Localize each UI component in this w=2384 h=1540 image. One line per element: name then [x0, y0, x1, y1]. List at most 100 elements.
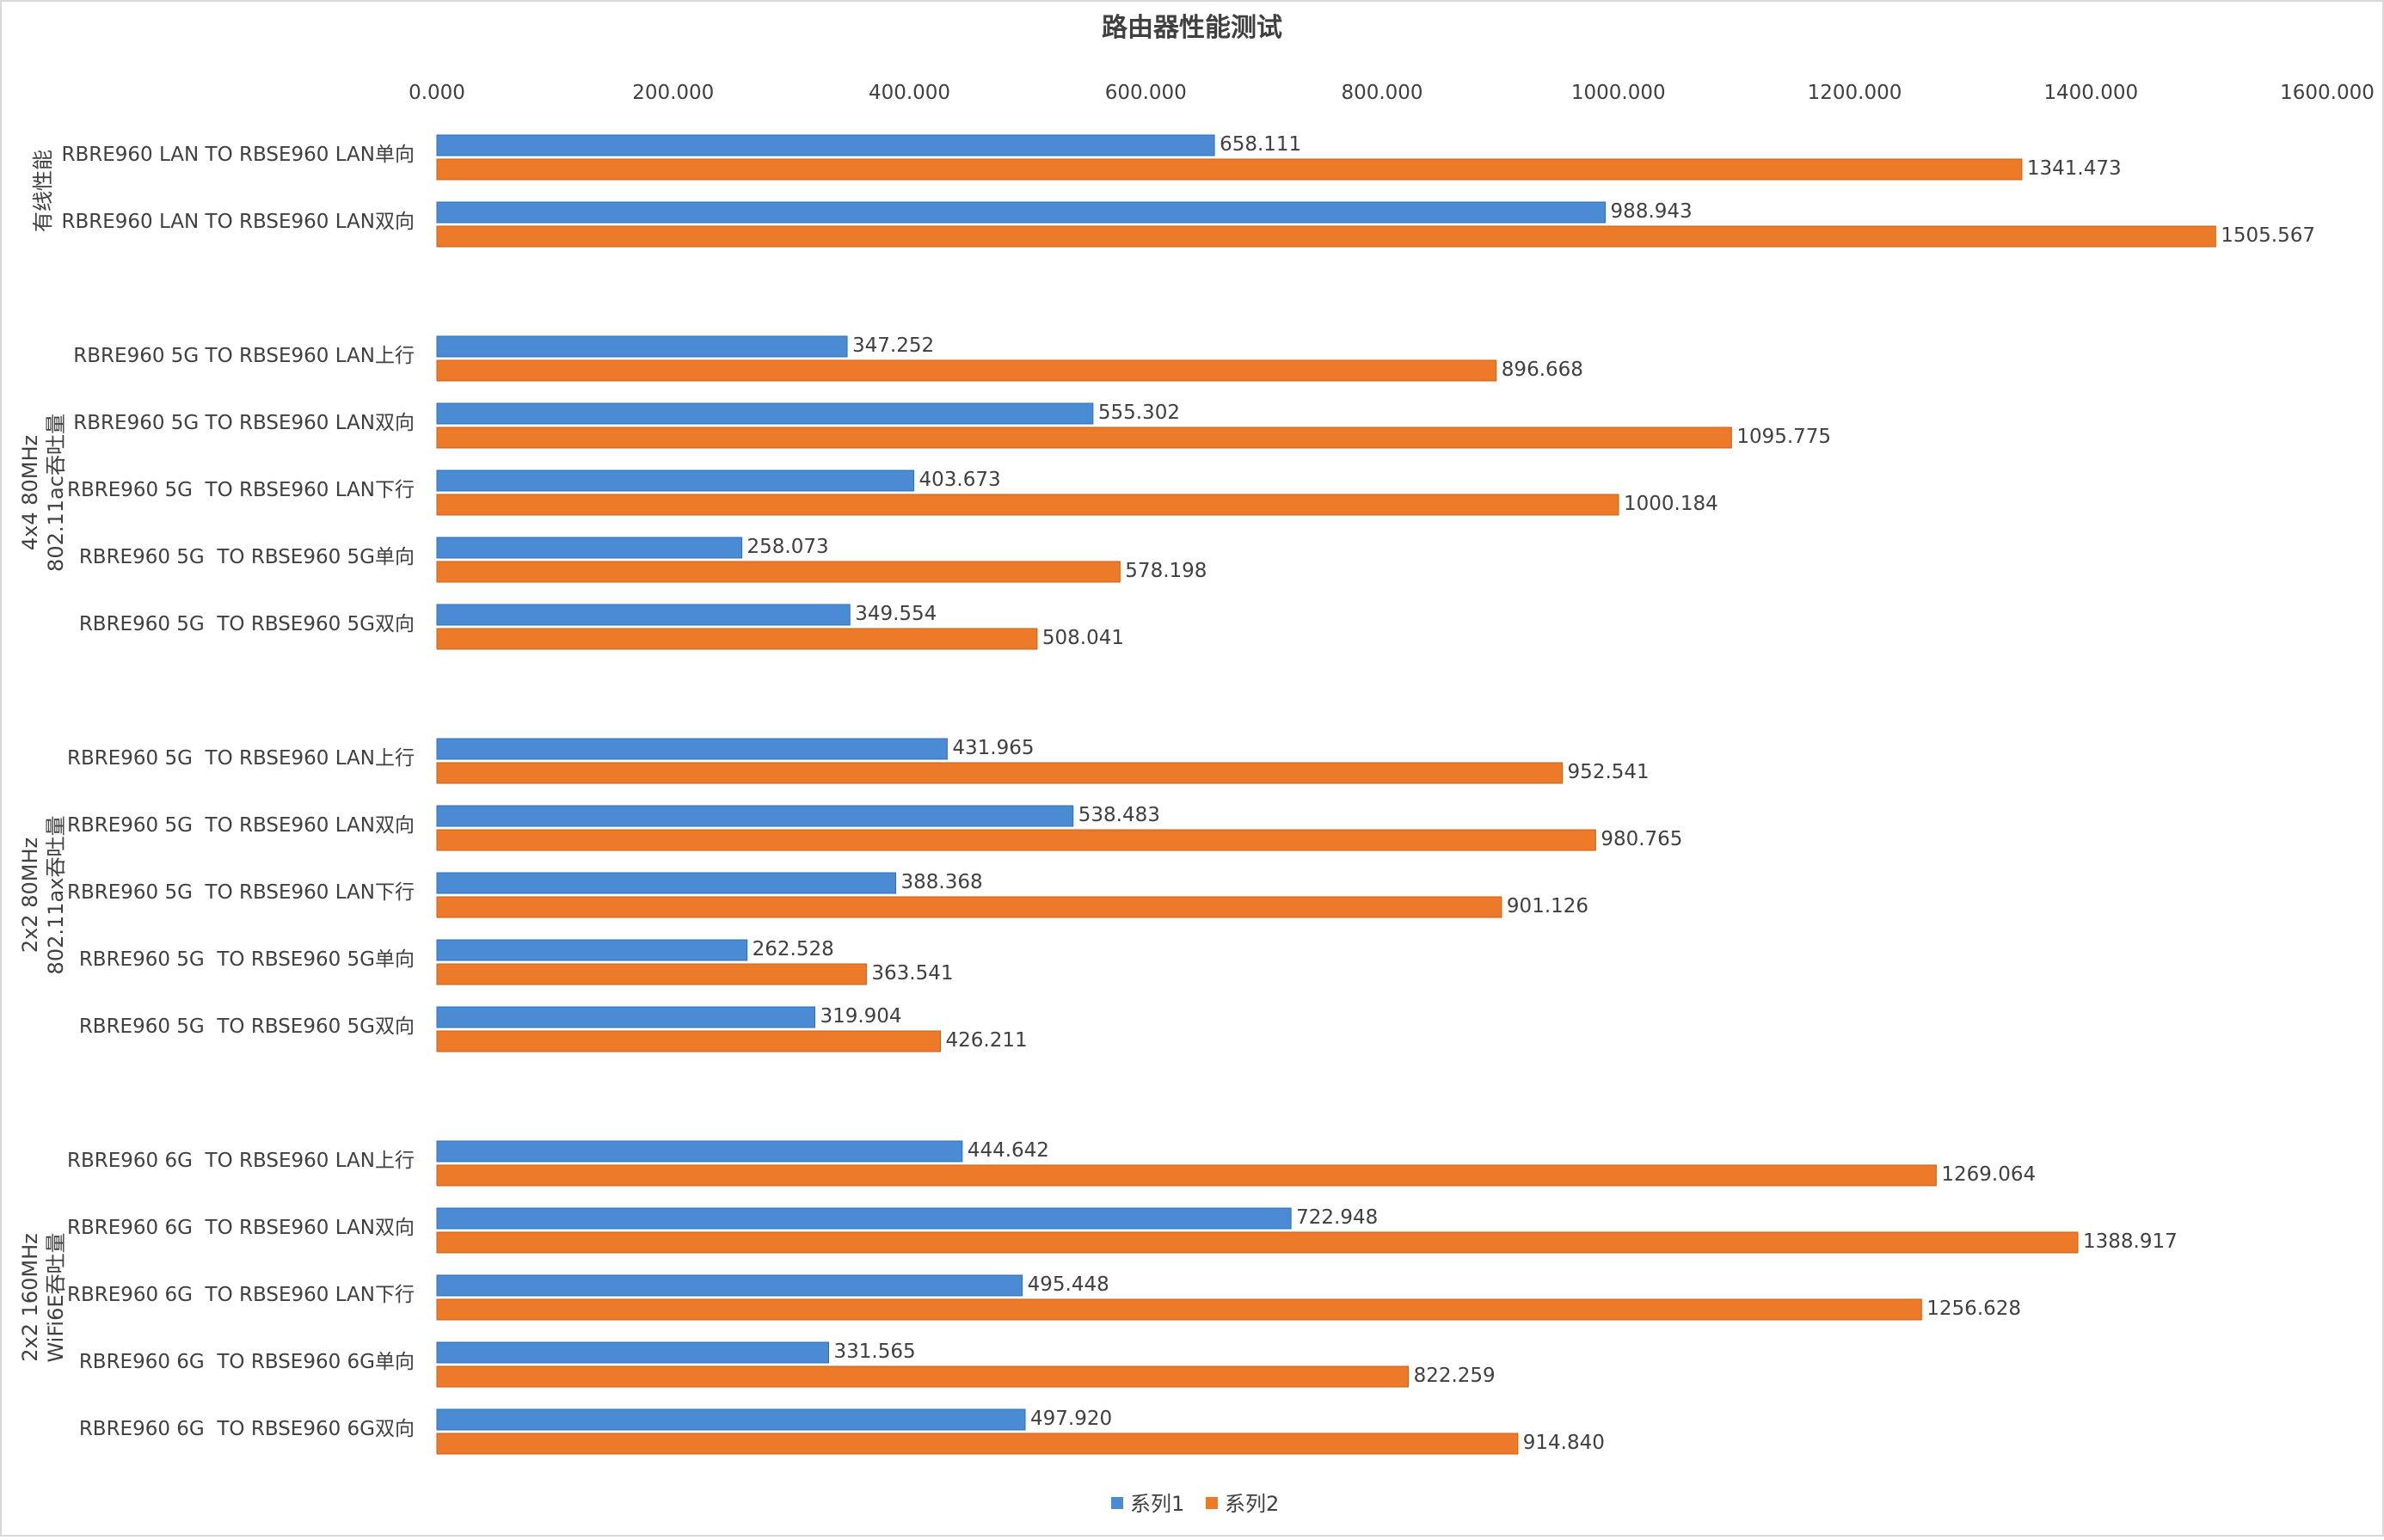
legend-label: 系列2: [1225, 1492, 1279, 1516]
bar-series1: [436, 1408, 1026, 1431]
bar-series1: [436, 738, 948, 760]
bar-series1: [436, 1006, 815, 1028]
category-group: RBRE960 6G TO RBSE960 LAN上行 444.642 1269.0…: [18, 1139, 2178, 1455]
data-label-series1: 388.368: [901, 871, 983, 893]
bar-series1: [436, 134, 1215, 156]
category-label: RBRE960 6G TO RBSE960 6G单向: [79, 1351, 415, 1373]
bar-series1: [436, 1274, 1023, 1297]
bar-series2: [436, 762, 1564, 784]
bar-series1: [436, 469, 915, 492]
bar-series2: [436, 561, 1121, 583]
group-label: 802.11ax吞吐量: [44, 816, 68, 975]
bar-series1: [436, 402, 1094, 425]
bar-series1: [436, 1341, 829, 1364]
data-label-series2: 508.041: [1042, 627, 1124, 649]
category-label: RBRE960 6G TO RBSE960 LAN双向: [67, 1217, 415, 1239]
data-label-series1: 349.554: [855, 603, 937, 625]
legend-item: 系列2: [1206, 1492, 1279, 1516]
bar-series1: [436, 335, 848, 358]
category-label: RBRE960 5G TO RBSE960 LAN双向: [67, 814, 415, 837]
legend-swatch: [1206, 1497, 1218, 1509]
data-label-series2: 914.840: [1523, 1432, 1605, 1454]
legend-swatch: [1111, 1497, 1123, 1509]
data-label-series1: 431.965: [952, 737, 1034, 759]
group-label: 有线性能: [31, 150, 55, 232]
x-tick-label: 800.000: [1341, 82, 1422, 104]
x-tick-label: 400.000: [869, 82, 950, 104]
category-label: RBRE960 LAN TO RBSE960 LAN双向: [61, 211, 415, 233]
data-label-series2: 1256.628: [1926, 1298, 2021, 1320]
category-label: RBRE960 5G TO RBSE960 5G双向: [79, 613, 415, 635]
data-label-series1: 538.483: [1078, 804, 1160, 826]
group-label: 2x2 160MHz: [18, 1233, 42, 1362]
data-label-series2: 1341.473: [2027, 157, 2122, 180]
legend: 系列1 系列2: [1111, 1492, 1279, 1516]
data-label-series1: 331.565: [833, 1341, 915, 1363]
data-label-series1: 495.448: [1028, 1273, 1109, 1296]
group-label: 4x4 80MHz: [18, 435, 42, 550]
data-label-series2: 1000.184: [1624, 493, 1718, 515]
category-label: RBRE960 5G TO RBSE960 LAN下行: [67, 479, 415, 501]
bar-series1: [436, 805, 1074, 827]
bar-series2: [436, 1298, 1922, 1321]
x-tick-label: 0.000: [409, 82, 465, 104]
category-label: RBRE960 6G TO RBSE960 LAN下行: [67, 1284, 415, 1306]
category-label: RBRE960 6G TO RBSE960 LAN上行: [67, 1150, 415, 1172]
bar-series2: [436, 896, 1502, 918]
bar-series2: [436, 1231, 2079, 1254]
bar-series2: [436, 963, 867, 985]
data-label-series1: 988.943: [1611, 200, 1693, 223]
data-label-series1: 658.111: [1220, 133, 1301, 156]
bar-series2: [436, 829, 1596, 851]
category-group: RBRE960 LAN TO RBSE960 LAN单向 658.111 1341.…: [31, 133, 2315, 248]
bar-series2: [436, 426, 1732, 449]
data-label-series2: 822.259: [1414, 1365, 1496, 1387]
x-tick-label: 1000.000: [1571, 82, 1666, 104]
chart-title: 路由器性能测试: [1102, 13, 1282, 43]
data-label-series2: 980.765: [1601, 828, 1682, 850]
plot-area: RBRE960 LAN TO RBSE960 LAN单向 658.111 1341.…: [18, 133, 2315, 1455]
data-label-series1: 555.302: [1098, 402, 1180, 424]
data-label-series1: 497.920: [1030, 1408, 1112, 1430]
bar-series2: [436, 1030, 942, 1052]
data-label-series1: 403.673: [919, 469, 1001, 491]
bar-series1: [436, 201, 1607, 224]
group-label: 2x2 80MHz: [18, 837, 42, 953]
category-label: RBRE960 5G TO RBSE960 5G双向: [79, 1015, 415, 1038]
x-tick-label: 1200.000: [1808, 82, 1902, 104]
data-label-series1: 347.252: [852, 334, 934, 357]
x-tick-label: 1600.000: [2280, 82, 2375, 104]
bar-series2: [436, 359, 1497, 382]
bar-series1: [436, 872, 897, 894]
legend-item: 系列1: [1111, 1492, 1184, 1516]
bar-series2: [436, 494, 1619, 516]
category-label: RBRE960 5G TO RBSE960 LAN上行: [67, 747, 415, 770]
bar-series1: [436, 939, 748, 961]
data-label-series2: 901.126: [1507, 895, 1588, 917]
data-label-series1: 444.642: [968, 1139, 1049, 1162]
data-label-series1: 258.073: [747, 536, 829, 558]
bar-series1: [436, 1207, 1292, 1230]
category-label: RBRE960 6G TO RBSE960 6G双向: [79, 1418, 415, 1440]
data-label-series2: 952.541: [1568, 761, 1650, 783]
category-label: RBRE960 LAN TO RBSE960 LAN单向: [61, 144, 415, 166]
category-group: RBRE960 5G TO RBSE960 LAN上行 431.965 952.54…: [18, 737, 1682, 1052]
category-label: RBRE960 5G TO RBSE960 LAN下行: [67, 881, 415, 904]
data-label-series1: 319.904: [820, 1005, 901, 1028]
data-label-series2: 1388.917: [2083, 1230, 2178, 1253]
legend-label: 系列1: [1130, 1492, 1184, 1516]
bar-series1: [436, 537, 743, 559]
category-label: RBRE960 5G TO RBSE960 LAN双向: [73, 412, 415, 434]
bar-series2: [436, 158, 2023, 181]
data-label-series2: 1269.064: [1941, 1163, 2036, 1186]
category-label: RBRE960 5G TO RBSE960 LAN上行: [73, 345, 415, 367]
data-label-series2: 1095.775: [1736, 426, 1831, 448]
group-label: 802.11ac吞吐量: [44, 414, 68, 572]
data-label-series2: 1505.567: [2221, 224, 2315, 247]
bar-series1: [436, 604, 851, 626]
x-tick-label: 1400.000: [2043, 82, 2138, 104]
x-tick-label: 600.000: [1105, 82, 1187, 104]
data-label-series1: 262.528: [753, 938, 834, 960]
